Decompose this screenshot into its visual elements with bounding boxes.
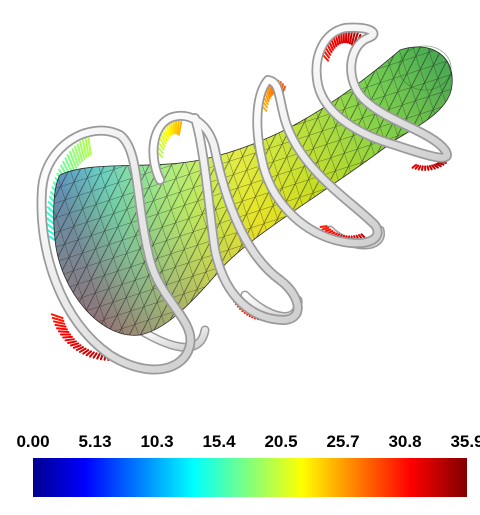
colorbar-tick-label: 10.3 (140, 432, 173, 451)
vector-arrow (358, 234, 363, 240)
vector-arrow (420, 165, 424, 171)
vector-arrow (319, 225, 328, 229)
colorbar-tick-label: 0.00 (16, 432, 49, 451)
vector-arrow (72, 344, 82, 349)
tube-surface (53, 45, 453, 336)
vector-arrow (54, 323, 67, 328)
vector-arrow (411, 163, 418, 169)
vector-arrow (360, 233, 366, 239)
vector-arrow (62, 335, 73, 339)
vector-arrow (89, 351, 95, 358)
vector-arrow (176, 119, 180, 135)
vector-arrow (57, 330, 70, 333)
vector-arrow (350, 29, 357, 46)
vector-arrow (92, 352, 98, 359)
vector-arrow (81, 139, 88, 159)
vector-arrow (435, 162, 442, 168)
vector-arrow (52, 320, 66, 325)
colorbar-tick-label: 25.7 (326, 432, 359, 451)
vector-arrow (96, 353, 101, 360)
vector-arrow (87, 136, 92, 156)
vector-arrow (69, 342, 80, 347)
vector-arrow (84, 137, 90, 157)
vector-arrow (426, 165, 430, 171)
vector-arrow (51, 316, 65, 322)
vector-arrow (177, 120, 183, 136)
colorbar-tick-label: 15.4 (202, 432, 236, 451)
vector-arrow (431, 164, 436, 170)
tube-with-coils-visualization (36, 22, 453, 375)
vector-arrow (67, 340, 77, 344)
vector-arrow (82, 349, 90, 355)
vector-arrow (321, 226, 330, 231)
vector-arrow (79, 141, 86, 160)
vector-arrow (433, 163, 439, 169)
vector-arrow (71, 148, 80, 167)
vector-arrow (85, 350, 92, 357)
colorbar-tick-label: 20.5 (264, 432, 297, 451)
vector-arrow (69, 150, 78, 169)
colorbar: 0.00 5.13 10.3 15.4 20.5 25.7 30.8 35.9 (16, 432, 480, 497)
vector-arrow (437, 161, 445, 166)
colorbar-tick-labels: 0.00 5.13 10.3 15.4 20.5 25.7 30.8 35.9 (16, 432, 480, 451)
vector-arrow (64, 338, 75, 342)
vector-arrow (324, 228, 332, 233)
vector-arrow (417, 165, 422, 171)
colorbar-tick-label: 30.8 (388, 432, 421, 451)
coil-front-segments (36, 22, 452, 375)
vector-arrow (66, 154, 76, 172)
vector-arrow (73, 145, 82, 164)
vector-arrow (56, 327, 68, 331)
colorbar-gradient (33, 458, 467, 497)
vector-arrow (414, 164, 420, 170)
vector-arrow (78, 347, 87, 353)
colorbar-tick-label: 5.13 (78, 432, 111, 451)
vector-arrow (50, 313, 64, 320)
vector-arrow (75, 346, 84, 351)
vector-arrow (76, 143, 84, 162)
vector-arrow (428, 164, 433, 171)
colorbar-tick-label: 35.9 (450, 432, 480, 451)
